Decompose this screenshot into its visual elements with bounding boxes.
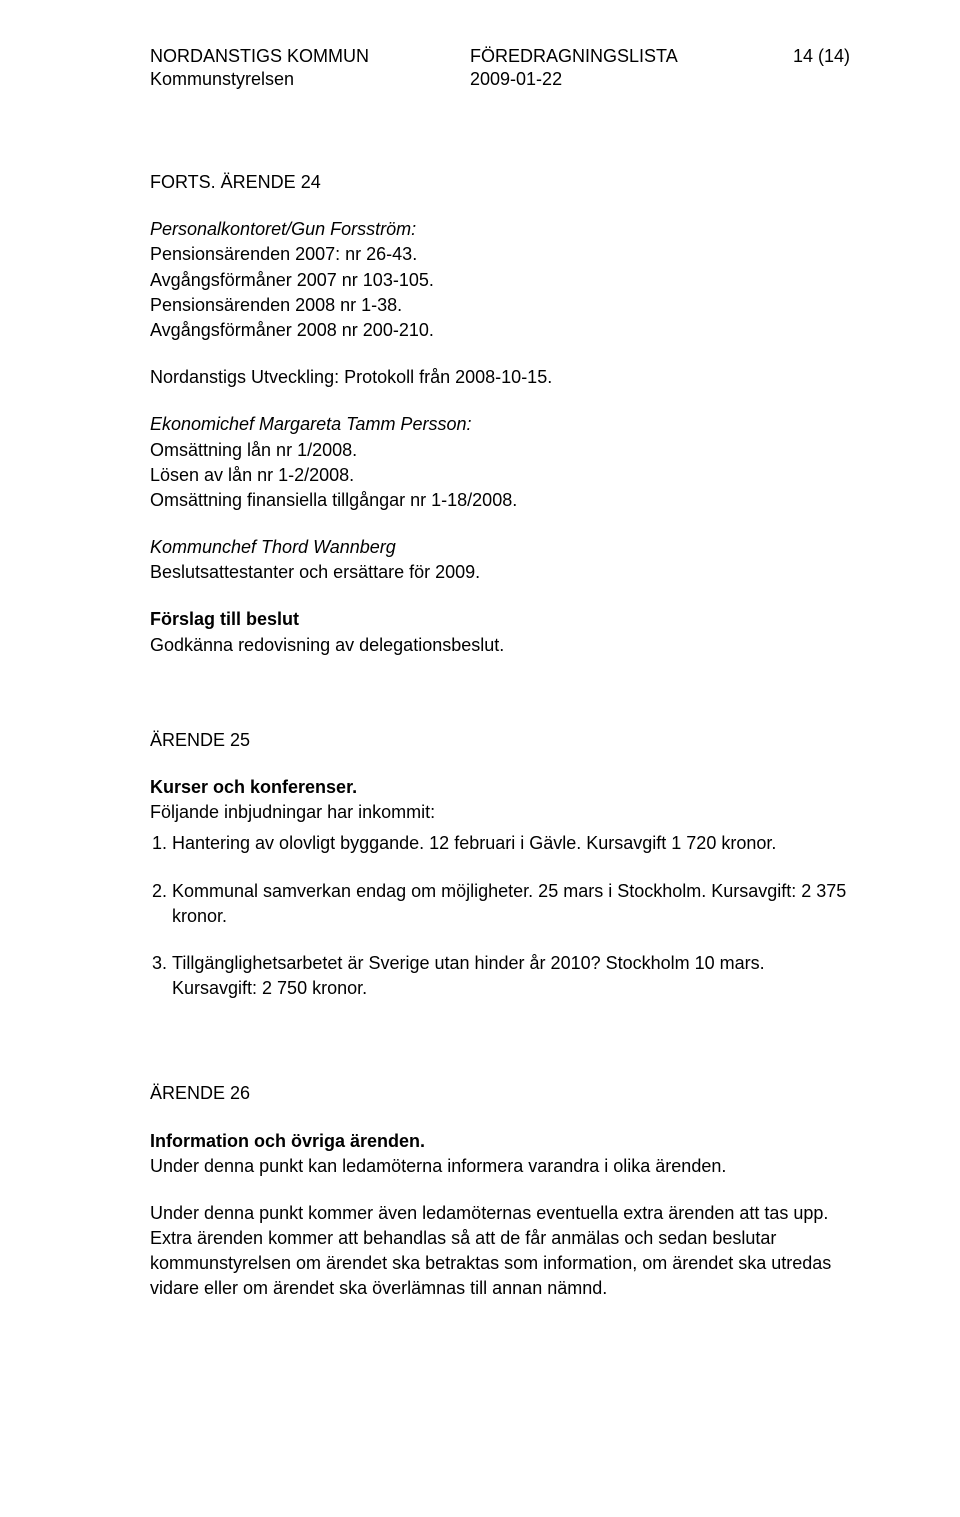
forts-title: FORTS. ÄRENDE 24 <box>150 170 850 195</box>
forts-p1-body: Pensionsärenden 2007: nr 26-43. Avgångsf… <box>150 244 434 340</box>
forts-p1-label: Personalkontoret/Gun Forsström: <box>150 219 416 239</box>
arende26-section: ÄRENDE 26 Information och övriga ärenden… <box>150 1081 850 1301</box>
arende26-p1: Information och övriga ärenden. Under de… <box>150 1129 850 1179</box>
header-title: FÖREDRAGNINGSLISTA <box>470 45 750 68</box>
arende25-introtext: Följande inbjudningar har inkommit: <box>150 802 435 822</box>
arende26-p2: Under denna punkt kommer även ledamötern… <box>150 1201 850 1302</box>
forts-proposal-label: Förslag till beslut <box>150 609 299 629</box>
forts-p4-body: Beslutsattestanter och ersättare för 200… <box>150 562 480 582</box>
arende25-heading: Kurser och konferenser. <box>150 777 357 797</box>
header-right: 14 (14) <box>770 45 850 90</box>
header-center: FÖREDRAGNINGSLISTA 2009-01-22 <box>470 45 750 90</box>
header-left: NORDANSTIGS KOMMUN Kommunstyrelsen <box>150 45 450 90</box>
header: NORDANSTIGS KOMMUN Kommunstyrelsen FÖRED… <box>150 45 850 90</box>
arende26-heading: Information och övriga ärenden. <box>150 1131 425 1151</box>
list-item: Tillgänglighetsarbetet är Sverige utan h… <box>172 951 850 1001</box>
header-date: 2009-01-22 <box>470 68 750 91</box>
arende25-list: Hantering av olovligt byggande. 12 febru… <box>150 831 850 1001</box>
forts-p3: Ekonomichef Margareta Tamm Persson: Omsä… <box>150 412 850 513</box>
forts-proposal-body: Godkänna redovisning av delegationsbeslu… <box>150 635 504 655</box>
forts-p4-label: Kommunchef Thord Wannberg <box>150 537 396 557</box>
forts-p2: Nordanstigs Utveckling: Protokoll från 2… <box>150 365 850 390</box>
forts-p3-body: Omsättning lån nr 1/2008. Lösen av lån n… <box>150 440 517 510</box>
forts-p4: Kommunchef Thord Wannberg Beslutsattesta… <box>150 535 850 585</box>
arende25-section: ÄRENDE 25 Kurser och konferenser. Följan… <box>150 728 850 1002</box>
arende25-intro: Kurser och konferenser. Följande inbjudn… <box>150 775 850 825</box>
forts-p1: Personalkontoret/Gun Forsström: Pensions… <box>150 217 850 343</box>
arende25-title: ÄRENDE 25 <box>150 728 850 753</box>
forts-section: FORTS. ÄRENDE 24 Personalkontoret/Gun Fo… <box>150 170 850 658</box>
header-suborg: Kommunstyrelsen <box>150 68 450 91</box>
header-pageinfo: 14 (14) <box>770 45 850 68</box>
forts-p3-label: Ekonomichef Margareta Tamm Persson: <box>150 414 471 434</box>
page: NORDANSTIGS KOMMUN Kommunstyrelsen FÖRED… <box>0 0 960 1517</box>
list-item: Hantering av olovligt byggande. 12 febru… <box>172 831 850 856</box>
header-org: NORDANSTIGS KOMMUN <box>150 45 450 68</box>
arende26-p1-body: Under denna punkt kan ledamöterna inform… <box>150 1156 726 1176</box>
list-item: Kommunal samverkan endag om möjligheter.… <box>172 879 850 929</box>
forts-proposal: Förslag till beslut Godkänna redovisning… <box>150 607 850 657</box>
arende26-title: ÄRENDE 26 <box>150 1081 850 1106</box>
